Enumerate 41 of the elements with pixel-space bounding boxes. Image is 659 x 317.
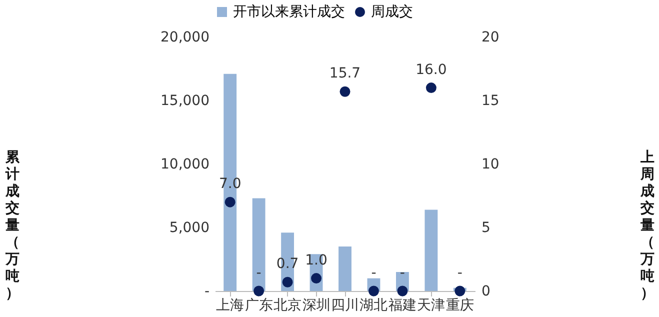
bar bbox=[252, 198, 266, 291]
y2-tick-label: 15 bbox=[482, 93, 500, 109]
legend-label: 开市以来累计成交 bbox=[233, 4, 345, 20]
legend-label: 周成交 bbox=[371, 4, 413, 20]
point bbox=[282, 276, 293, 288]
x-tick-label: 广东 bbox=[244, 298, 273, 314]
y-tick-label: 20,000 bbox=[160, 30, 210, 46]
text: 累计成交量（万吨） bbox=[6, 150, 20, 302]
data-label: - bbox=[400, 265, 405, 281]
y-tick-label: 5,000 bbox=[169, 220, 210, 236]
y2-tick-label: 20 bbox=[482, 30, 500, 46]
point bbox=[254, 286, 264, 296]
point bbox=[224, 196, 236, 208]
x-tick-label: 天津 bbox=[417, 298, 446, 314]
data-label: - bbox=[256, 265, 262, 281]
x-tick-label: 上海 bbox=[216, 298, 244, 314]
y-tick-label: 15,000 bbox=[160, 93, 210, 109]
data-label: - bbox=[371, 265, 376, 281]
data-label: 16.0 bbox=[416, 62, 447, 78]
point bbox=[368, 286, 379, 296]
y2-tick-label: 0 bbox=[482, 284, 490, 300]
y-tick-label: - bbox=[204, 284, 210, 300]
y2-tick-label: 5 bbox=[482, 220, 490, 236]
x-tick-label: 福建 bbox=[388, 298, 416, 314]
y2-tick-label: 10 bbox=[482, 156, 500, 172]
x-tick-label: 四川 bbox=[331, 298, 359, 314]
bar bbox=[424, 210, 438, 291]
data-label: 15.7 bbox=[329, 66, 361, 82]
data-label: - bbox=[457, 265, 462, 281]
x-tick-label: 湖北 bbox=[360, 298, 388, 314]
text: 上周成交量（万吨） bbox=[640, 150, 654, 302]
point bbox=[426, 82, 436, 94]
point bbox=[397, 286, 408, 296]
point bbox=[340, 86, 350, 97]
y-tick-label: 10,000 bbox=[160, 156, 210, 172]
x-tick-label: 重庆 bbox=[446, 298, 474, 314]
x-tick-label: 深圳 bbox=[302, 298, 330, 314]
bar bbox=[338, 246, 352, 291]
point bbox=[454, 286, 466, 296]
point bbox=[311, 273, 322, 284]
x-tick-label: 北京 bbox=[274, 298, 302, 314]
